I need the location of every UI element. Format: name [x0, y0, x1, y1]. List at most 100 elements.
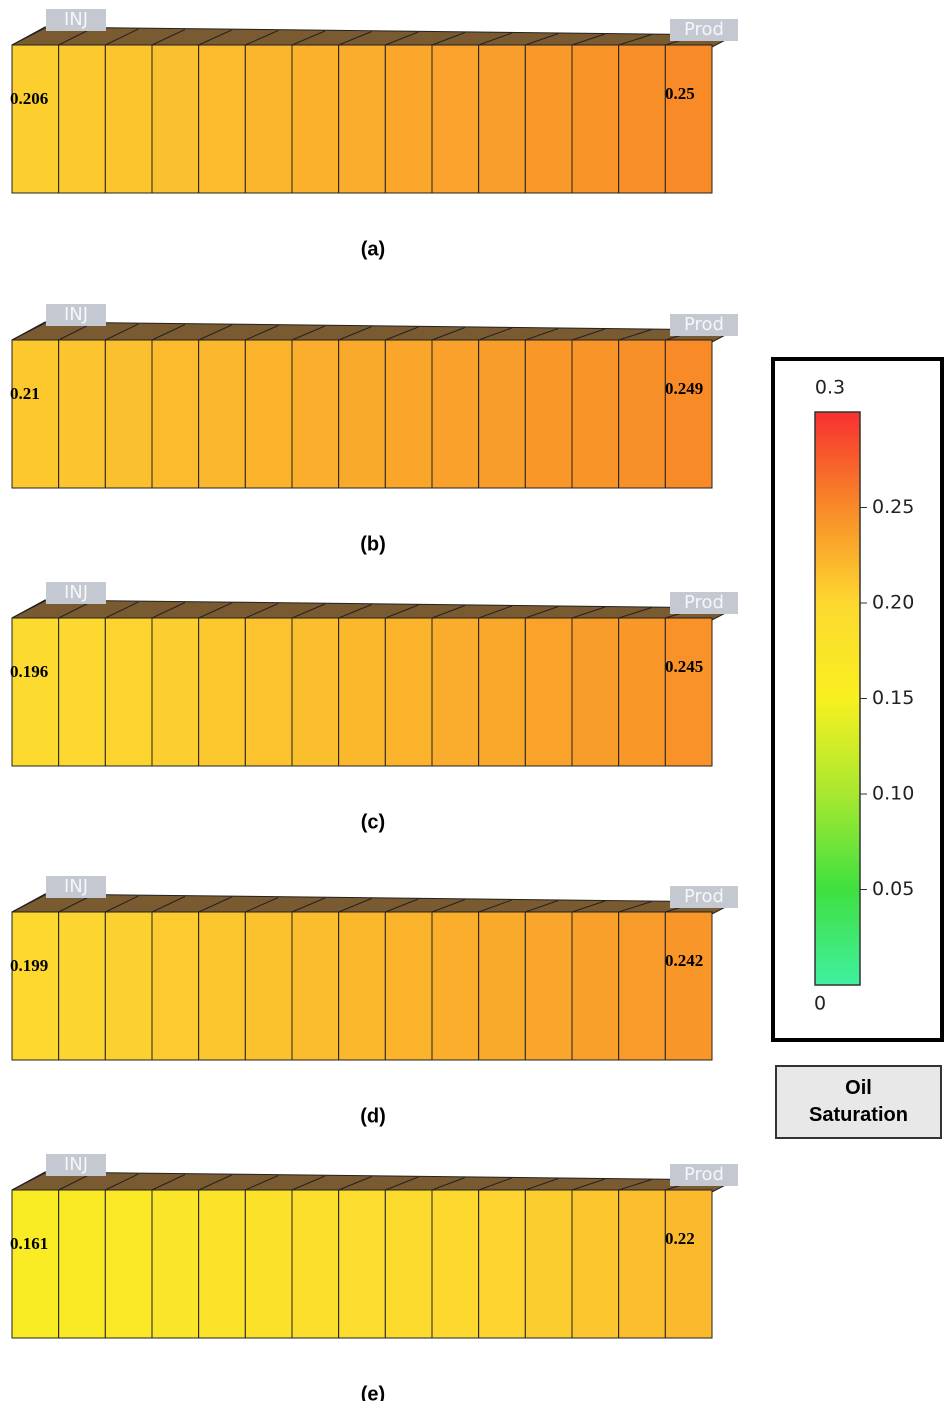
grid-cell — [431, 44, 480, 194]
grid-cell — [664, 44, 713, 194]
grid-cell — [478, 911, 526, 1061]
colorbar-max: 0.3 — [815, 377, 845, 399]
grid-cell — [291, 339, 340, 489]
left-value: 0.206 — [10, 89, 48, 108]
grid-cell — [618, 44, 666, 194]
prod-box — [670, 1164, 738, 1186]
grid-cell — [198, 339, 246, 489]
caption: (a) — [361, 238, 385, 260]
top-edge — [385, 1176, 419, 1191]
top-edge — [385, 31, 419, 46]
top-edge — [11, 600, 46, 619]
grid-cell — [338, 617, 386, 767]
grid-cell — [571, 1189, 620, 1339]
grid-cell — [664, 1189, 713, 1339]
grid-cell — [338, 1189, 386, 1339]
top-edge — [431, 1177, 466, 1191]
grid-cell — [664, 617, 713, 767]
prod-box — [670, 592, 738, 614]
top-edge — [291, 1175, 326, 1191]
grid-cell — [431, 911, 480, 1061]
grid-cell — [58, 911, 106, 1061]
top-edge — [525, 1178, 559, 1191]
grid-cell — [618, 617, 666, 767]
colorbar-tick-label: 0.20 — [872, 592, 914, 614]
prod-label: Prod — [684, 886, 724, 907]
top-edge — [338, 326, 372, 341]
left-value: 0.161 — [10, 1234, 48, 1253]
top-edge — [385, 898, 419, 913]
grid-cell — [524, 911, 573, 1061]
top-edge — [151, 324, 186, 341]
grid-cell — [104, 1189, 153, 1339]
legend-title: Oil Saturation — [775, 1065, 942, 1139]
top-edge — [58, 895, 92, 913]
grid-cell — [524, 1189, 573, 1339]
grid-cell — [524, 617, 573, 767]
grid-cell — [384, 1189, 433, 1339]
grid-cell — [431, 617, 480, 767]
grid-cell — [664, 339, 713, 489]
grid-cell — [244, 339, 293, 489]
top-edge — [385, 326, 419, 341]
top-edge — [58, 323, 92, 341]
top-edge — [478, 605, 512, 619]
top-edge — [11, 894, 46, 913]
inj-box — [46, 9, 106, 31]
grid-cell — [291, 1189, 340, 1339]
colorbar-tick-label: 0.15 — [872, 687, 914, 709]
grid-cell — [384, 911, 433, 1061]
top-edge — [291, 897, 326, 913]
grid-cell — [291, 911, 340, 1061]
prod-box — [670, 314, 738, 336]
top-edge — [291, 30, 326, 46]
top-face — [11, 26, 736, 48]
grid-cell — [338, 339, 386, 489]
top-edge — [618, 607, 652, 619]
top-edge — [338, 604, 372, 619]
inj-label: INJ — [64, 582, 88, 603]
colorbar-tick-label: 0.25 — [872, 496, 914, 518]
top-edge — [105, 323, 139, 341]
top-edge — [431, 899, 466, 913]
top-edge — [338, 1176, 372, 1191]
colorbar-min: 0 — [814, 993, 826, 1015]
grid-cell — [11, 1189, 60, 1339]
caption: (c) — [361, 811, 385, 833]
top-edge — [151, 602, 186, 619]
top-edge — [105, 28, 139, 46]
colorbar-tick-label: 0.05 — [872, 878, 914, 900]
top-edge — [198, 324, 232, 341]
top-edge — [245, 30, 279, 46]
grid-cell — [618, 1189, 666, 1339]
grid-cell — [384, 617, 433, 767]
right-value: 0.25 — [665, 84, 695, 103]
top-edge — [525, 33, 559, 46]
right-value: 0.249 — [665, 379, 703, 398]
grid-cell — [571, 617, 620, 767]
top-edge — [431, 327, 466, 341]
right-value: 0.22 — [665, 1229, 695, 1248]
top-edge — [431, 32, 466, 46]
inj-label: INJ — [64, 304, 88, 325]
top-edge — [198, 29, 232, 46]
grid-cell — [58, 339, 106, 489]
top-edge — [571, 900, 606, 913]
grid-cell — [478, 617, 526, 767]
grid-cell — [618, 339, 666, 489]
grid-cell — [618, 911, 666, 1061]
top-edge — [105, 1173, 139, 1191]
top-edge — [245, 325, 279, 341]
top-edge — [245, 1175, 279, 1191]
prod-box — [670, 886, 738, 908]
top-edge — [618, 1179, 652, 1191]
grid-cell — [198, 617, 246, 767]
grid-cell — [244, 617, 293, 767]
top-edge — [478, 327, 512, 341]
grid-cell — [291, 617, 340, 767]
caption: (d) — [360, 1105, 386, 1127]
grid-cell — [58, 617, 106, 767]
grid-cell — [151, 1189, 200, 1339]
inj-box — [46, 304, 106, 326]
top-edge — [385, 604, 419, 619]
